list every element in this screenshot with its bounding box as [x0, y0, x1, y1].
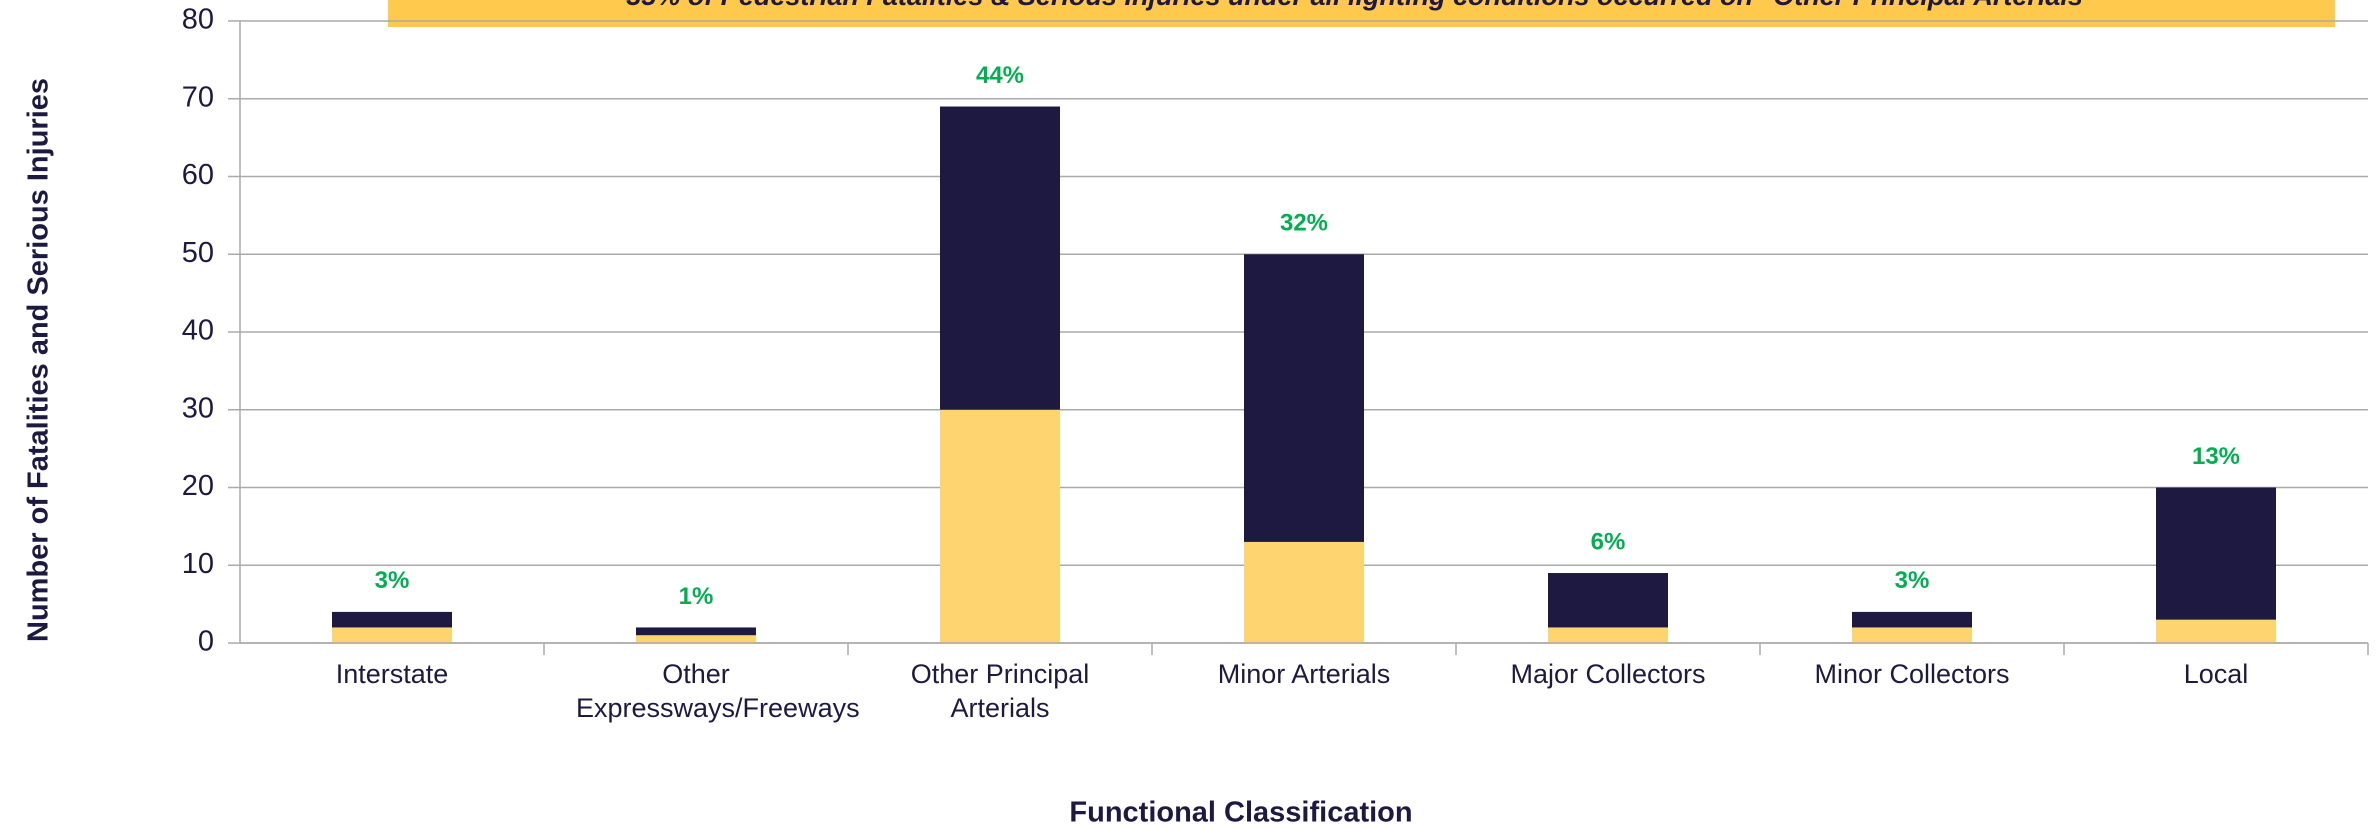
y-tick-label: 10 [182, 548, 214, 580]
title-banner [388, 0, 2335, 27]
chart-title: 35% of Pedestrian Fatalities & Serious I… [626, 0, 2097, 11]
bar-segment [1548, 573, 1668, 628]
bar-segment [940, 409, 1060, 643]
bar-segment [332, 611, 452, 628]
total-label: 1% [679, 583, 714, 610]
total-label: 32% [1280, 210, 1328, 237]
x-tick-label: Other Principal Arterials [910, 659, 1090, 723]
y-tick-label: 30 [182, 392, 214, 424]
y-tick-label: 40 [182, 315, 214, 347]
bar-segment [2156, 619, 2276, 643]
y-tick-label: 0 [198, 626, 214, 658]
x-tick-label: Major Collectors [1510, 659, 1706, 689]
x-tick-label: Minor Collectors [1814, 659, 2010, 689]
x-axis-title: Functional Classification [1069, 797, 1412, 827]
total-label: 3% [375, 567, 410, 594]
y-tick-label: 50 [182, 237, 214, 269]
y-axis-title: Number of Fatalities and Serious Injurie… [23, 78, 55, 642]
bar-segment [1852, 611, 1972, 628]
bar-segment [940, 106, 1060, 410]
x-tick-label: Other Expressways/Freeways [576, 659, 860, 723]
y-tick-label: 20 [182, 470, 214, 502]
total-label: 44% [976, 62, 1024, 89]
bar-segment [332, 627, 452, 643]
total-label: 3% [1895, 567, 1930, 594]
bar-segment [636, 627, 756, 636]
x-tick-label: Minor Arterials [1217, 659, 1391, 689]
total-label: 6% [1591, 528, 1626, 555]
total-label: 13% [2192, 443, 2240, 470]
y-tick-label: 70 [182, 81, 214, 113]
bar-segment [2156, 487, 2276, 620]
bar-segment [1244, 254, 1364, 542]
y-tick-label: 80 [182, 4, 214, 36]
bar-segment [1852, 627, 1972, 643]
y-tick-label: 60 [182, 159, 214, 191]
bar-segment [1548, 627, 1668, 643]
bar-segment [1244, 541, 1364, 643]
x-tick-label: Local [2183, 659, 2249, 689]
bar-segment [636, 635, 756, 643]
x-tick-label: Interstate [335, 659, 449, 689]
